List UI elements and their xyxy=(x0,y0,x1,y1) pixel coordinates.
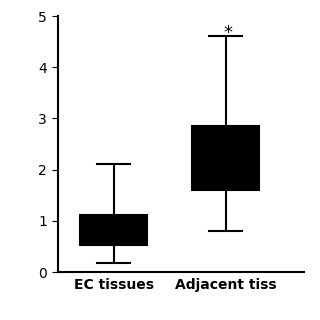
PathPatch shape xyxy=(192,126,259,190)
PathPatch shape xyxy=(80,215,147,245)
Text: *: * xyxy=(223,24,232,42)
